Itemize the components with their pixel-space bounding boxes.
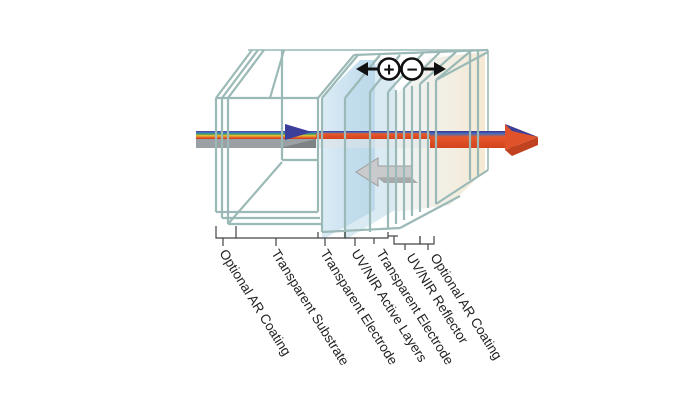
glass-box-back	[248, 49, 489, 170]
minus-symbol: −	[406, 60, 417, 81]
incoming-light-beam	[196, 124, 316, 148]
transmitted-light-beam	[316, 124, 538, 156]
plus-symbol: +	[383, 60, 394, 81]
layer-brackets	[215, 226, 435, 250]
layer-labels: Optional AR Coating Transparent Substrat…	[216, 247, 505, 368]
polarity-indicator: + −	[356, 57, 446, 81]
active-layer-tint	[322, 60, 395, 240]
